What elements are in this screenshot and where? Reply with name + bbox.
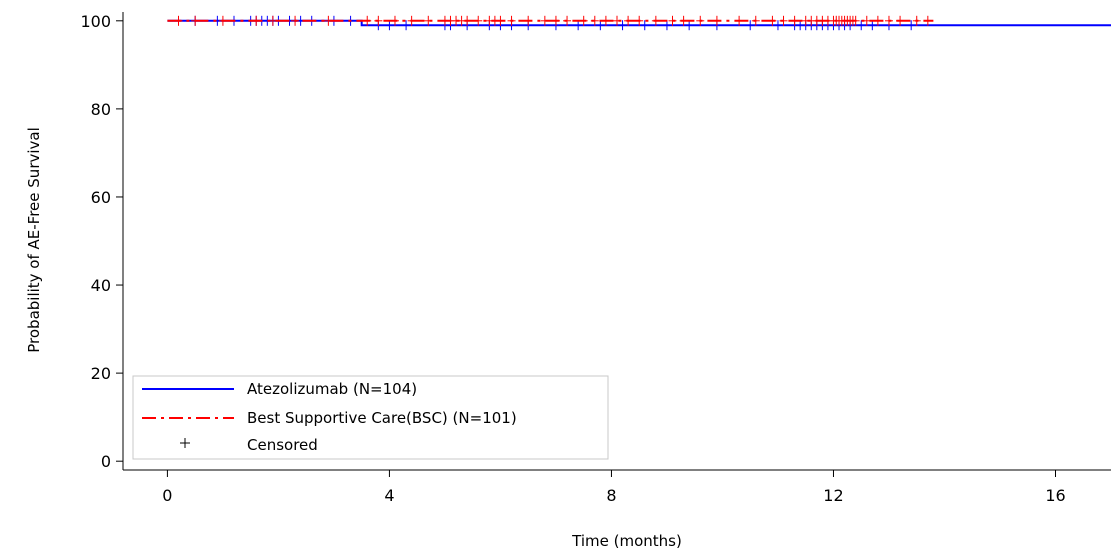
series-1-censor-mark <box>363 15 372 26</box>
series-1-censor-mark <box>912 15 921 26</box>
series-1-censor-mark <box>851 15 860 26</box>
series-0-censor-mark <box>574 20 583 31</box>
series-0-censor-mark <box>685 20 694 31</box>
series-1-censor-mark <box>735 15 744 26</box>
series-1-censor-mark <box>601 15 610 26</box>
series-0-censor-mark <box>640 20 649 31</box>
legend-label-censored: Censored <box>247 436 318 454</box>
series-1-censor-mark <box>218 15 227 26</box>
series-0-censor-mark <box>596 20 605 31</box>
series-1-censor-mark <box>613 15 621 26</box>
series-1-censor-mark <box>873 15 882 26</box>
series-1-censor-mark <box>590 15 599 26</box>
series-1-censor-mark <box>424 15 433 26</box>
series-1-censor-mark <box>751 15 760 26</box>
series-1-censor-mark <box>624 15 633 26</box>
series-1-censor-mark <box>896 15 905 26</box>
x-tick-label-16: 16 <box>1045 486 1065 505</box>
series-1-censor-mark <box>768 15 777 26</box>
y-tick-label-80: 80 <box>91 100 111 119</box>
series-0-censor-mark <box>746 20 755 31</box>
series-0-censor-mark <box>868 20 877 31</box>
y-axis-title: Probability of AE-Free Survival <box>25 127 43 353</box>
series-1 <box>167 15 934 26</box>
series-1-censor-mark <box>696 15 705 26</box>
series-1-censor-mark <box>862 15 871 26</box>
y-tick-label-20: 20 <box>91 364 111 383</box>
series-1-censor-mark <box>563 15 572 26</box>
y-tick-label-60: 60 <box>91 188 111 207</box>
series-1-censor-mark <box>779 15 788 26</box>
series-1-censor-mark <box>668 15 677 26</box>
series-1-censor-mark <box>540 15 549 26</box>
legend-censored-marker <box>180 438 190 448</box>
series-1-censor-mark <box>551 15 560 26</box>
x-tick-label-4: 4 <box>384 486 394 505</box>
y-tick-label-100: 100 <box>80 12 111 31</box>
legend-label-atezolizumab: Atezolizumab (N=104) <box>247 380 417 398</box>
series-1-censor-mark <box>524 15 533 26</box>
series-1-censor-mark <box>884 15 893 26</box>
series-1-censor-mark <box>507 15 516 26</box>
series-1-censor-mark <box>635 15 644 26</box>
series-0-censor-mark <box>618 20 627 31</box>
x-tick-label-8: 8 <box>606 486 616 505</box>
series-0-censor-mark <box>907 20 916 31</box>
series-0-censor-mark <box>402 20 411 31</box>
series-1-censor-mark <box>651 15 660 26</box>
series-1-censor-mark <box>463 15 472 26</box>
series-1-censor-mark <box>174 15 183 26</box>
series-1-censor-mark <box>268 15 277 26</box>
series-1-censor-mark <box>374 15 383 26</box>
series-0-censor-mark <box>662 20 671 31</box>
series-1-censor-mark <box>324 15 333 26</box>
series-layer <box>167 15 1111 31</box>
series-1-censor-mark <box>390 15 399 26</box>
series-1-censor-mark <box>790 15 799 26</box>
legend-label-bsc: Best Supportive Care(BSC) (N=101) <box>247 409 517 427</box>
legend: Atezolizumab (N=104) Best Supportive Car… <box>132 375 609 460</box>
series-1-censor-mark <box>252 15 261 26</box>
series-1-censor-mark <box>191 15 200 26</box>
x-tick-label-0: 0 <box>162 486 172 505</box>
axes: 0 20 40 60 80 100 0 4 8 12 16 <box>80 12 1111 505</box>
y-tick-label-0: 0 <box>101 452 111 471</box>
series-1-censor-mark <box>496 15 505 26</box>
series-1-censor-mark <box>679 15 688 26</box>
x-tick-label-12: 12 <box>823 486 843 505</box>
series-1-censor-mark <box>474 15 483 26</box>
series-0-censor-mark <box>385 20 394 31</box>
series-1-censor-mark <box>579 15 588 26</box>
series-1-censor-mark <box>712 15 721 26</box>
x-axis-title: Time (months) <box>571 532 682 550</box>
series-1-censor-mark <box>923 15 932 26</box>
series-0-censor-mark <box>857 20 866 31</box>
series-0-censor-mark <box>773 20 782 31</box>
series-1-censor-mark <box>407 15 416 26</box>
y-tick-label-40: 40 <box>91 276 111 295</box>
series-1-censor-mark <box>291 15 300 26</box>
